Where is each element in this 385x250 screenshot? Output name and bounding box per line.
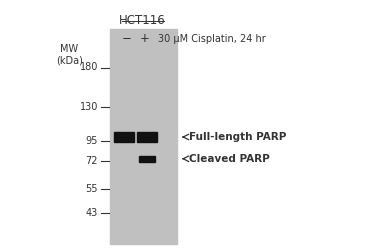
Text: 30 μM Cisplatin, 24 hr: 30 μM Cisplatin, 24 hr <box>158 34 266 44</box>
Text: 72: 72 <box>86 156 98 166</box>
Text: MW
(kDa): MW (kDa) <box>56 44 83 65</box>
Bar <box>110 29 177 244</box>
Text: 43: 43 <box>86 208 98 218</box>
Bar <box>139 156 155 162</box>
Bar <box>114 132 134 142</box>
Text: Cleaved PARP: Cleaved PARP <box>189 154 270 164</box>
Text: 180: 180 <box>80 62 98 72</box>
Text: 95: 95 <box>86 136 98 146</box>
Text: 130: 130 <box>80 102 98 113</box>
Bar <box>137 132 157 142</box>
Text: HCT116: HCT116 <box>119 14 166 27</box>
Text: Full-length PARP: Full-length PARP <box>189 132 286 142</box>
Text: +: + <box>139 32 149 45</box>
Text: −: − <box>121 32 131 45</box>
Text: 55: 55 <box>86 184 98 194</box>
